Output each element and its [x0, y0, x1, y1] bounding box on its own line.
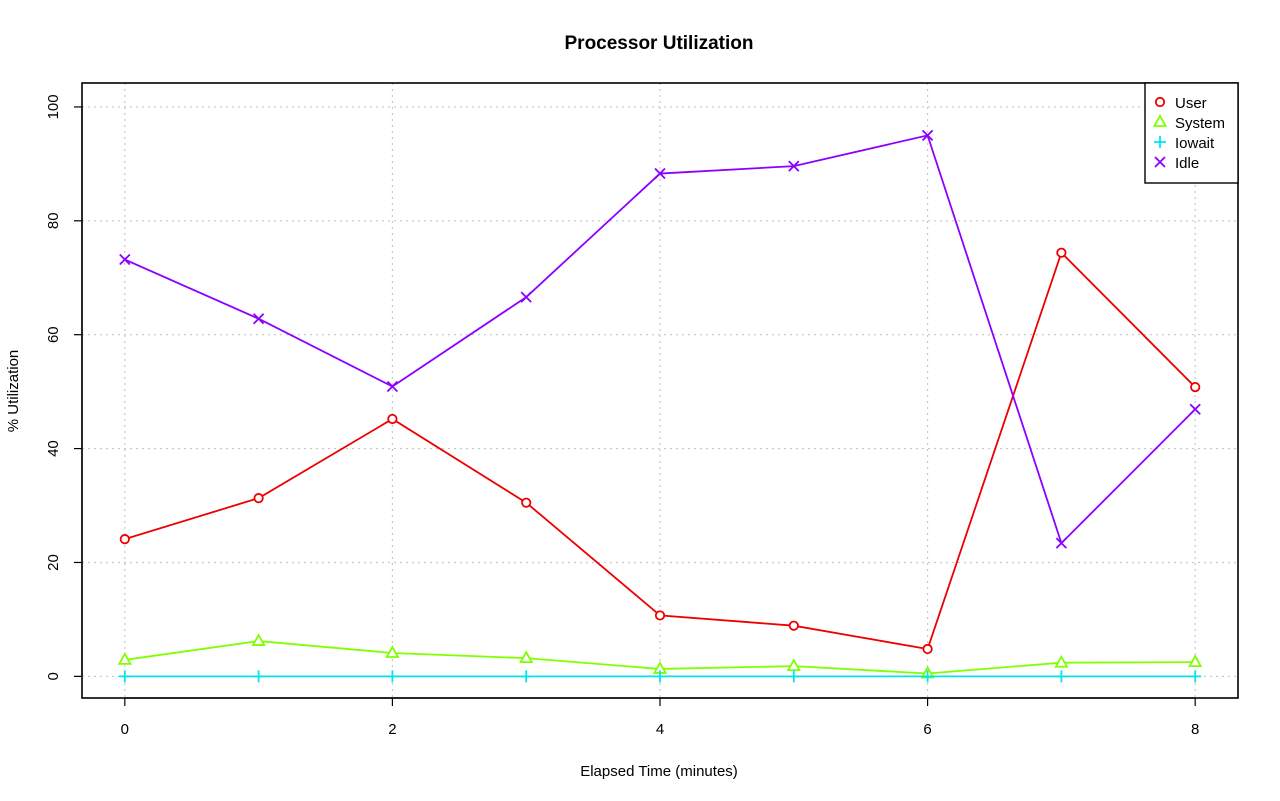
data-point-user	[1190, 381, 1201, 393]
legend: User System Iowait Idle	[1144, 82, 1239, 184]
data-point-iowait	[654, 670, 666, 683]
data-point-user	[1056, 247, 1067, 258]
legend-marker-iowait	[1154, 136, 1166, 148]
data-point-iowait	[118, 670, 131, 683]
x-axis-label: Elapsed Time (minutes)	[580, 763, 738, 780]
grid	[82, 83, 1238, 698]
data-point-user	[654, 610, 666, 621]
legend-marker-system	[1152, 114, 1168, 127]
data-point-user	[119, 534, 130, 545]
data-point-idle	[1055, 537, 1068, 549]
data-point-system	[786, 658, 801, 672]
series-idle	[119, 129, 1201, 549]
plot-frame	[81, 82, 1239, 699]
data-point-iowait	[921, 670, 934, 683]
series-group	[117, 129, 1203, 683]
y-tick-label: 20	[45, 554, 62, 571]
legend-marker-user	[1154, 96, 1166, 108]
data-point-user	[922, 643, 933, 655]
data-point-iowait	[1189, 670, 1202, 683]
x-tick-label: 2	[388, 721, 396, 738]
data-point-user	[387, 413, 398, 425]
data-point-user	[788, 620, 799, 631]
data-point-iowait	[386, 670, 399, 683]
x-tick-label: 4	[656, 721, 664, 738]
data-point-system	[1188, 654, 1203, 668]
data-point-user	[521, 497, 532, 508]
data-point-iowait	[252, 670, 265, 683]
data-point-idle	[1189, 403, 1201, 415]
legend-label-system: System	[1175, 115, 1225, 132]
legend-label-user: User	[1175, 95, 1207, 112]
series-system	[117, 633, 1203, 679]
data-point-system	[1054, 654, 1069, 668]
y-tick-label: 80	[45, 212, 62, 229]
y-tick-label: 40	[45, 440, 62, 457]
data-point-system	[117, 652, 132, 665]
data-point-idle	[119, 253, 131, 266]
y-axis-label: % Utilization	[5, 350, 22, 433]
data-point-iowait	[1055, 670, 1068, 683]
y-tick-label: 0	[45, 672, 62, 680]
legend-label-idle: Idle	[1175, 155, 1199, 172]
x-tick-label: 6	[923, 721, 931, 738]
data-point-system	[519, 650, 534, 664]
legend-label-iowait: Iowait	[1175, 135, 1215, 152]
series-iowait	[118, 670, 1202, 683]
data-point-iowait	[787, 670, 800, 683]
x-tick-label: 8	[1191, 721, 1199, 738]
data-point-user	[253, 493, 264, 504]
data-point-idle	[252, 313, 265, 325]
data-point-iowait	[520, 670, 533, 683]
data-point-idle	[788, 160, 800, 172]
legend-marker-idle	[1154, 156, 1166, 168]
y-tick-label: 60	[45, 326, 62, 343]
series-user	[119, 247, 1201, 655]
x-tick-label: 0	[121, 721, 129, 738]
data-point-idle	[520, 291, 532, 303]
data-point-idle	[654, 167, 666, 180]
data-point-idle	[386, 380, 399, 393]
data-point-system	[385, 645, 400, 658]
data-point-system	[251, 633, 266, 646]
chart-title: Processor Utilization	[565, 33, 754, 54]
data-point-idle	[921, 129, 934, 142]
y-tick-label: 100	[45, 94, 62, 119]
